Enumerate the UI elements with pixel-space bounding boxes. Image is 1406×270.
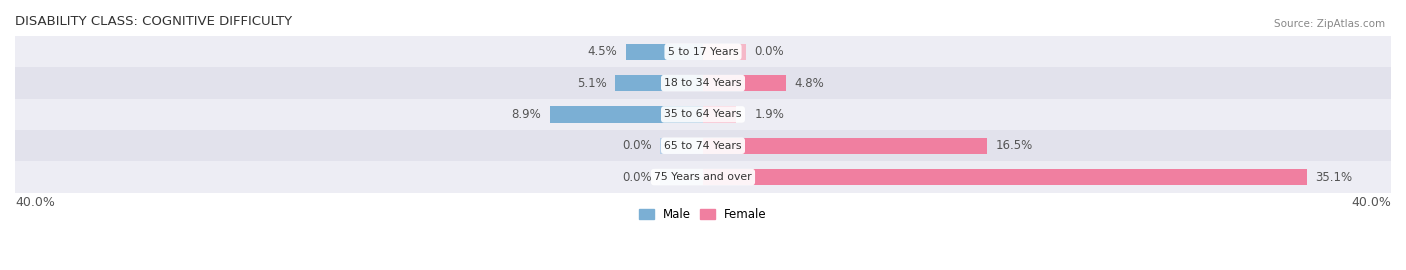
Bar [703, 106, 735, 123]
Bar [703, 44, 747, 60]
Text: 35 to 64 Years: 35 to 64 Years [664, 109, 742, 119]
Text: Source: ZipAtlas.com: Source: ZipAtlas.com [1274, 19, 1385, 29]
Text: 8.9%: 8.9% [512, 108, 541, 121]
Text: 5 to 17 Years: 5 to 17 Years [668, 47, 738, 57]
Bar [15, 161, 1391, 193]
Text: 0.0%: 0.0% [621, 171, 651, 184]
Bar [550, 106, 703, 123]
Bar [703, 75, 786, 91]
Text: 40.0%: 40.0% [1351, 197, 1391, 210]
Bar [15, 99, 1391, 130]
Text: 40.0%: 40.0% [15, 197, 55, 210]
Text: 16.5%: 16.5% [995, 139, 1032, 152]
Text: 4.5%: 4.5% [588, 45, 617, 58]
Bar [15, 36, 1391, 68]
Bar [15, 130, 1391, 161]
Bar [626, 44, 703, 60]
Text: 5.1%: 5.1% [576, 77, 606, 90]
Bar [703, 138, 987, 154]
Text: 0.0%: 0.0% [621, 139, 651, 152]
Bar [703, 169, 1306, 185]
Bar [616, 75, 703, 91]
Text: 1.9%: 1.9% [755, 108, 785, 121]
Legend: Male, Female: Male, Female [634, 204, 772, 226]
Text: 65 to 74 Years: 65 to 74 Years [664, 141, 742, 151]
Text: 35.1%: 35.1% [1316, 171, 1353, 184]
Bar [15, 68, 1391, 99]
Text: DISABILITY CLASS: COGNITIVE DIFFICULTY: DISABILITY CLASS: COGNITIVE DIFFICULTY [15, 15, 292, 28]
Bar [659, 169, 703, 185]
Text: 75 Years and over: 75 Years and over [654, 172, 752, 182]
Bar [659, 138, 703, 154]
Text: 4.8%: 4.8% [794, 77, 824, 90]
Text: 0.0%: 0.0% [755, 45, 785, 58]
Text: 18 to 34 Years: 18 to 34 Years [664, 78, 742, 88]
